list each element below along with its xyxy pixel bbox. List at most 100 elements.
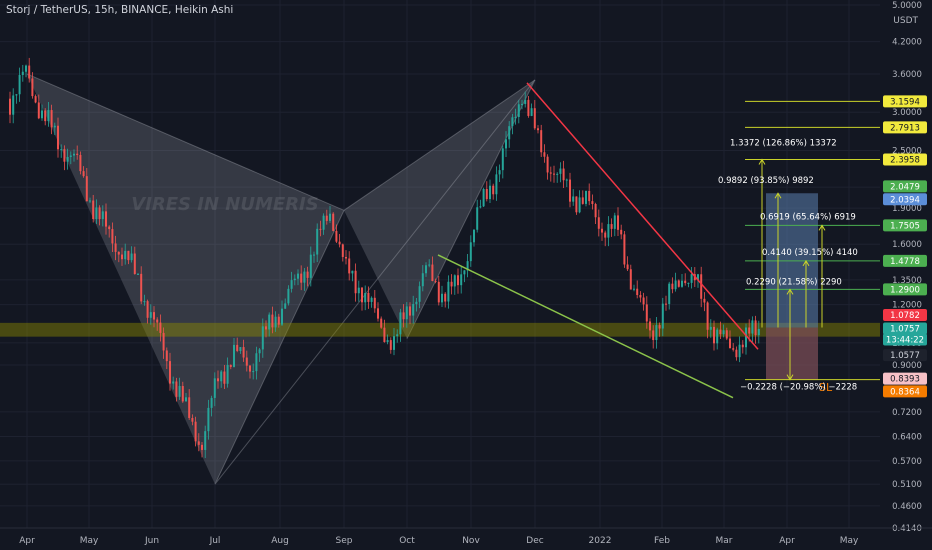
candle-body	[588, 190, 591, 202]
candle-body	[511, 117, 514, 127]
candle-body	[687, 282, 690, 284]
stop-loss-box	[766, 327, 818, 380]
candle-body	[178, 386, 181, 397]
price-tag-label: 1.0782	[890, 311, 920, 321]
candle-body	[316, 228, 319, 255]
x-tick-label: Nov	[462, 536, 480, 546]
candle-body	[31, 78, 34, 97]
harmonic-pattern-right	[344, 79, 535, 339]
candle-body	[281, 308, 283, 325]
candle-body	[18, 74, 21, 95]
candle-body	[421, 273, 424, 287]
price-tag	[883, 254, 927, 267]
candle-body	[466, 261, 469, 271]
candle-body	[284, 303, 287, 309]
candle-body	[460, 274, 463, 286]
candle-body	[601, 228, 603, 233]
resistance-trendline	[526, 82, 759, 350]
candle-body	[47, 110, 50, 122]
candle-body	[217, 378, 219, 382]
harmonic-pattern-outline	[26, 73, 536, 485]
candle-body	[207, 407, 210, 432]
candle-body	[453, 275, 456, 287]
price-tag	[883, 121, 927, 134]
candle-body	[642, 297, 645, 305]
candle-body	[143, 301, 146, 303]
candle-body	[690, 274, 693, 283]
candle-body	[233, 344, 235, 367]
candle-body	[348, 258, 351, 274]
y-tick-label: 0.9000	[892, 361, 922, 371]
price-tag	[883, 385, 927, 398]
price-tag-label: 2.0479	[890, 182, 920, 192]
candle-body	[159, 322, 162, 333]
candle-body	[380, 318, 383, 328]
y-tick-label: 0.5700	[892, 457, 922, 467]
candle-body	[213, 378, 216, 398]
candle-body	[492, 185, 495, 195]
candle-body	[210, 397, 213, 408]
measurement-annotation: 0.6919 (65.64%) 6919	[760, 212, 856, 222]
candle-body	[677, 280, 680, 287]
candle-body	[361, 287, 363, 303]
candle-body	[428, 264, 431, 266]
candle-body	[85, 176, 88, 202]
candle-body	[114, 243, 117, 252]
candle-body	[89, 200, 91, 202]
candle-body	[223, 371, 226, 384]
candle-body	[434, 280, 437, 282]
candle-body	[220, 371, 223, 382]
candle-body	[521, 103, 523, 105]
candle-body	[575, 196, 578, 213]
candle-body	[533, 108, 536, 129]
price-tag	[883, 283, 927, 296]
x-tick-label: Dec	[526, 536, 543, 546]
candle-body	[95, 207, 98, 220]
candle-body	[175, 381, 178, 397]
price-tag	[883, 372, 927, 385]
candle-body	[226, 365, 229, 384]
y-tick-label: 1.3500	[892, 276, 922, 286]
candle-body	[76, 153, 79, 155]
candle-body	[607, 224, 610, 238]
candle-body	[469, 242, 472, 262]
candle-body	[303, 271, 306, 283]
candle-body	[229, 365, 232, 367]
price-tag	[883, 193, 927, 206]
candle-body	[338, 241, 341, 245]
candle-body	[258, 349, 261, 354]
y-tick-label: 0.5100	[892, 480, 922, 490]
candle-body	[485, 189, 488, 200]
candle-body	[69, 155, 72, 157]
candle-body	[457, 275, 459, 286]
x-tick-label: Jun	[144, 536, 159, 546]
candle-body	[117, 251, 120, 255]
candle-body	[332, 213, 335, 231]
candle-body	[137, 273, 139, 275]
candle-body	[271, 314, 274, 328]
measure-arrowhead	[758, 158, 766, 165]
measurement-annotation: 0.2290 (21.58%) 2290	[746, 278, 842, 288]
candle-body	[450, 281, 453, 287]
currency-label: USDT	[893, 16, 918, 26]
candle-body	[594, 204, 597, 218]
candle-body	[636, 288, 639, 296]
price-tag	[883, 153, 927, 166]
candle-body	[757, 328, 760, 336]
candle-body	[645, 304, 648, 322]
candle-body	[162, 332, 165, 351]
watermark-text: VIRES IN NUMERIS	[131, 194, 318, 215]
candle-body	[729, 338, 731, 349]
candle-body	[149, 312, 152, 318]
y-tick-label: 0.4140	[892, 524, 922, 534]
x-tick-label: Sep	[336, 536, 353, 546]
candle-body	[399, 312, 402, 335]
candle-body	[604, 232, 607, 238]
candle-body	[194, 421, 197, 442]
candle-body	[249, 365, 251, 372]
candle-body	[50, 110, 53, 128]
candle-body	[57, 125, 59, 150]
candle-body	[719, 329, 722, 335]
